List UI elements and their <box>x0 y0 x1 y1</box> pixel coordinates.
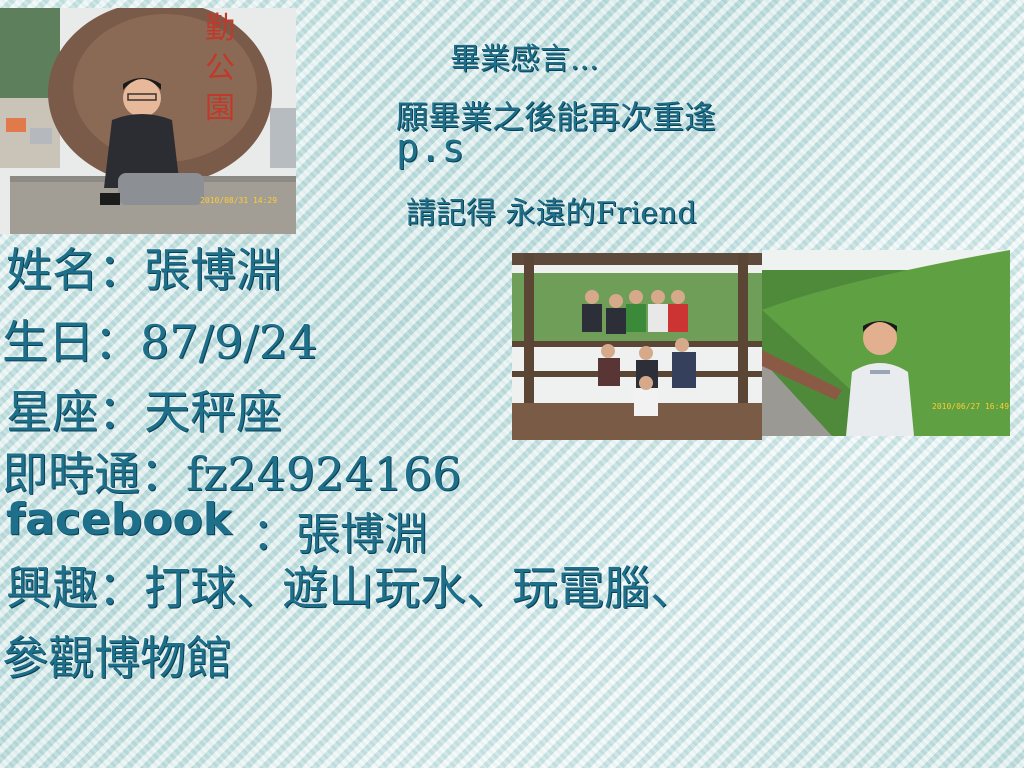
profile-zodiac: 星座：天秤座 <box>6 376 282 442</box>
svg-text:勤: 勤 <box>205 11 235 46</box>
profile-hobbies: 興趣：打球、遊山玩水、玩電腦、 <box>6 552 696 618</box>
profile-name: 姓名：張博淵 <box>6 234 282 300</box>
rock-photo-timestamp: 2010/08/31 14:29 <box>200 196 277 205</box>
path-photo-timestamp: 2010/06/27 16:49 <box>932 402 1009 411</box>
svg-text:公: 公 <box>205 51 235 86</box>
svg-text:園: 園 <box>205 91 235 126</box>
profile-birthday: 生日：87/9/24 <box>2 306 317 372</box>
profile-facebook-label: facebook <box>6 494 232 545</box>
group-photo <box>512 253 762 440</box>
profile-hobbies-continued: 參觀博物館 <box>2 622 232 688</box>
message-title: 畢業感言... <box>450 34 599 78</box>
message-ps: p.s <box>396 126 465 170</box>
message-line-friend: 請記得 永遠的Friend <box>406 188 697 232</box>
path-photo: 2010/06/27 16:49 <box>762 250 1010 436</box>
rock-photo: 勤 公 園 2010/08/31 14:29 <box>0 8 296 234</box>
